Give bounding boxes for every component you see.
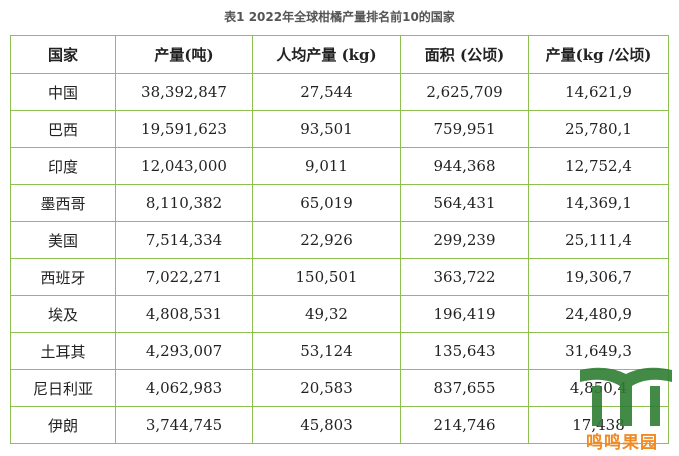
table-cell: 944,368 [400,147,529,185]
table-cell: 20,583 [252,369,401,407]
table-cell: 49,32 [252,295,401,333]
table-cell: 12,752,4 [528,147,669,185]
header-row: 国家 产量(吨) 人均产量 (kg) 面积 (公顷) 产量(kg /公顷) [10,35,669,74]
table-cell: 65,019 [252,184,401,222]
table-cell: 19,306,7 [528,258,669,296]
table-cell: 墨西哥 [10,184,116,222]
table-cell: 135,643 [400,332,529,370]
table-cell: 埃及 [10,295,116,333]
column-header: 产量(kg /公顷) [528,35,669,74]
table-row: 巴西 19,591,623 93,501 759,951 25,780,1 [10,110,669,148]
column-header: 人均产量 (kg) [252,35,401,74]
column-header: 产量(吨) [115,35,253,74]
table-cell: 25,780,1 [528,110,669,148]
data-table: 国家 产量(吨) 人均产量 (kg) 面积 (公顷) 产量(kg /公顷) 中国 38,3… [10,35,669,444]
table-cell: 19,591,623 [115,110,253,148]
watermark-text: 鸣鸣果园 [586,433,658,453]
table-cell: 31,649,3 [528,332,669,370]
table-cell: 4,293,007 [115,332,253,370]
table-cell: 伊朗 [10,406,116,444]
table-row: 美国 7,514,334 22,926 299,239 25,111,4 [10,221,669,259]
table-cell: 7,022,271 [115,258,253,296]
table-cell: 27,544 [252,73,401,111]
table-cell: 4,062,983 [115,369,253,407]
table-cell: 38,392,847 [115,73,253,111]
table-cell: 150,501 [252,258,401,296]
table-cell: 45,803 [252,406,401,444]
watermark-logo [580,367,672,426]
table-row: 西班牙 7,022,271 150,501 363,722 19,306,7 [10,258,669,296]
table-cell: 363,722 [400,258,529,296]
table-cell: 印度 [10,147,116,185]
table-cell: 22,926 [252,221,401,259]
table-row: 印度 12,043,000 9,011 944,368 12,752,4 [10,147,669,185]
table-cell: 12,043,000 [115,147,253,185]
table-cell: 巴西 [10,110,116,148]
table-title: 表1 2022年全球柑橘产量排名前10的国家 [224,10,455,24]
table-cell: 中国 [10,73,116,111]
column-header: 面积 (公顷) [400,35,529,74]
table-cell: 7,514,334 [115,221,253,259]
table-cell: 西班牙 [10,258,116,296]
table-cell: 299,239 [400,221,529,259]
table-row: 土耳其 4,293,007 53,124 135,643 31,649,3 [10,332,669,370]
table-cell: 93,501 [252,110,401,148]
table-cell: 214,746 [400,406,529,444]
table-row: 墨西哥 8,110,382 65,019 564,431 14,369,1 [10,184,669,222]
table-row: 埃及 4,808,531 49,32 196,419 24,480,9 [10,295,669,333]
table-cell: 14,621,9 [528,73,669,111]
table-cell: 8,110,382 [115,184,253,222]
table-cell: 759,951 [400,110,529,148]
table-cell: 564,431 [400,184,529,222]
table-cell: 25,111,4 [528,221,669,259]
table-cell: 美国 [10,221,116,259]
table-cell: 837,655 [400,369,529,407]
table-cell: 24,480,9 [528,295,669,333]
table-cell: 53,124 [252,332,401,370]
table-row: 中国 38,392,847 27,544 2,625,709 14,621,9 [10,73,669,111]
table-cell: 3,744,745 [115,406,253,444]
table-cell: 196,419 [400,295,529,333]
table-cell: 尼日利亚 [10,369,116,407]
table-cell: 14,369,1 [528,184,669,222]
column-header: 国家 [10,35,116,74]
table-cell: 土耳其 [10,332,116,370]
table-cell: 4,808,531 [115,295,253,333]
table-cell: 9,011 [252,147,401,185]
table-cell: 2,625,709 [400,73,529,111]
